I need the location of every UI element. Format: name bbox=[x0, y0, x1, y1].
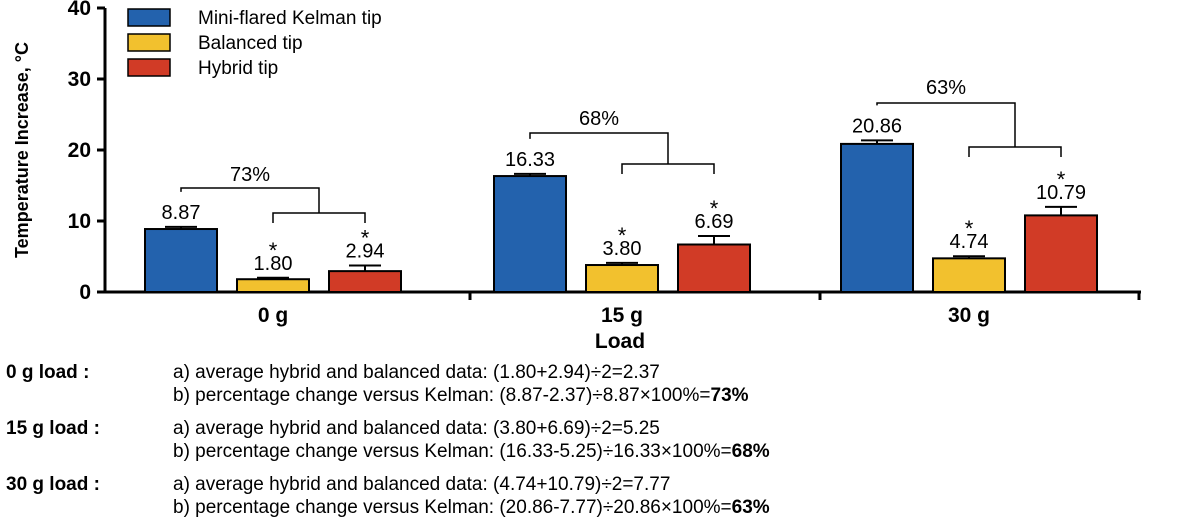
significance-marker: * bbox=[710, 196, 719, 221]
bar bbox=[932, 257, 1006, 294]
data-label: 4.74 bbox=[950, 231, 989, 253]
bracket-label: 73% bbox=[230, 164, 270, 186]
y-axis-title: Temperature Increase, °C bbox=[12, 42, 32, 258]
note-line-b: b) percentage change versus Kelman: (16.… bbox=[173, 441, 770, 463]
note-label: 30 g load : bbox=[6, 474, 100, 495]
note-label: 0 g load : bbox=[6, 362, 90, 383]
significance-marker: * bbox=[361, 225, 370, 250]
x-axis-title: Load bbox=[595, 330, 645, 353]
note-formula: b) percentage change versus Kelman: (8.8… bbox=[173, 385, 711, 406]
bar bbox=[493, 175, 567, 294]
note-result: 73% bbox=[710, 385, 749, 406]
data-label: 1.80 bbox=[254, 253, 293, 275]
note-line-b: b) percentage change versus Kelman: (20.… bbox=[173, 497, 770, 519]
data-label: 3.80 bbox=[603, 238, 642, 260]
note-line-b: b) percentage change versus Kelman: (8.8… bbox=[173, 385, 749, 407]
bar bbox=[585, 264, 659, 293]
bar bbox=[328, 270, 402, 294]
data-label: 8.87 bbox=[162, 202, 201, 224]
significance-marker: * bbox=[269, 238, 278, 263]
note-result: 63% bbox=[731, 497, 770, 518]
legend-swatch bbox=[127, 58, 171, 77]
comparison-bracket-inner bbox=[272, 212, 366, 223]
y-tick-label: 40 bbox=[68, 0, 91, 20]
note-15g: 15 g load : a) average hybrid and balanc… bbox=[6, 418, 1196, 474]
note-line-a: a) average hybrid and balanced data: (1.… bbox=[173, 362, 660, 383]
note-formula: b) percentage change versus Kelman: (16.… bbox=[173, 441, 732, 462]
note-label: 15 g load : bbox=[6, 418, 100, 439]
data-label: 10.79 bbox=[1036, 182, 1086, 204]
y-tick-label: 0 bbox=[79, 281, 91, 304]
y-tick-label: 30 bbox=[68, 68, 91, 91]
legend-swatch bbox=[127, 8, 171, 27]
y-tick-label: 20 bbox=[68, 139, 91, 162]
data-label: 20.86 bbox=[852, 115, 902, 137]
x-tick-label: 15 g bbox=[601, 304, 643, 327]
significance-marker: * bbox=[618, 223, 627, 248]
bar-chart: 0 10 20 30 40 Temperature Increase, °C 8.87 1.8… bbox=[12, 0, 1141, 353]
note-line-a: a) average hybrid and balanced data: (4.… bbox=[173, 474, 671, 495]
significance-marker: * bbox=[965, 216, 974, 241]
note-formula: b) percentage change versus Kelman: (20.… bbox=[173, 497, 732, 518]
y-tick-label: 10 bbox=[68, 210, 91, 233]
bracket-label: 63% bbox=[926, 77, 966, 99]
data-label: 6.69 bbox=[695, 211, 734, 233]
bar bbox=[677, 243, 751, 294]
legend-label: Hybrid tip bbox=[198, 58, 278, 79]
bar bbox=[144, 228, 218, 293]
comparison-bracket-outer bbox=[876, 102, 1016, 147]
legend-swatch bbox=[127, 33, 171, 52]
bar bbox=[236, 278, 310, 294]
x-tick-label: 30 g bbox=[948, 304, 990, 327]
comparison-bracket-inner bbox=[968, 146, 1062, 157]
note-line-a: a) average hybrid and balanced data: (3.… bbox=[173, 418, 660, 439]
note-result: 68% bbox=[731, 441, 770, 462]
bar bbox=[1024, 214, 1098, 294]
data-label: 16.33 bbox=[505, 149, 555, 171]
calculation-notes: 0 g load : a) average hybrid and balance… bbox=[6, 362, 1196, 530]
bar bbox=[840, 142, 914, 293]
comparison-bracket-outer bbox=[180, 187, 320, 213]
note-30g: 30 g load : a) average hybrid and balanc… bbox=[6, 474, 1196, 530]
comparison-bracket-inner bbox=[621, 163, 715, 174]
x-tick-label: 0 g bbox=[258, 304, 288, 327]
legend-label: Balanced tip bbox=[198, 33, 303, 54]
significance-marker: * bbox=[1057, 167, 1066, 192]
bracket-label: 68% bbox=[579, 108, 619, 130]
note-0g: 0 g load : a) average hybrid and balance… bbox=[6, 362, 1196, 418]
data-label: 2.94 bbox=[346, 240, 385, 262]
legend-label: Mini-flared Kelman tip bbox=[198, 8, 382, 29]
comparison-bracket-outer bbox=[529, 132, 669, 164]
